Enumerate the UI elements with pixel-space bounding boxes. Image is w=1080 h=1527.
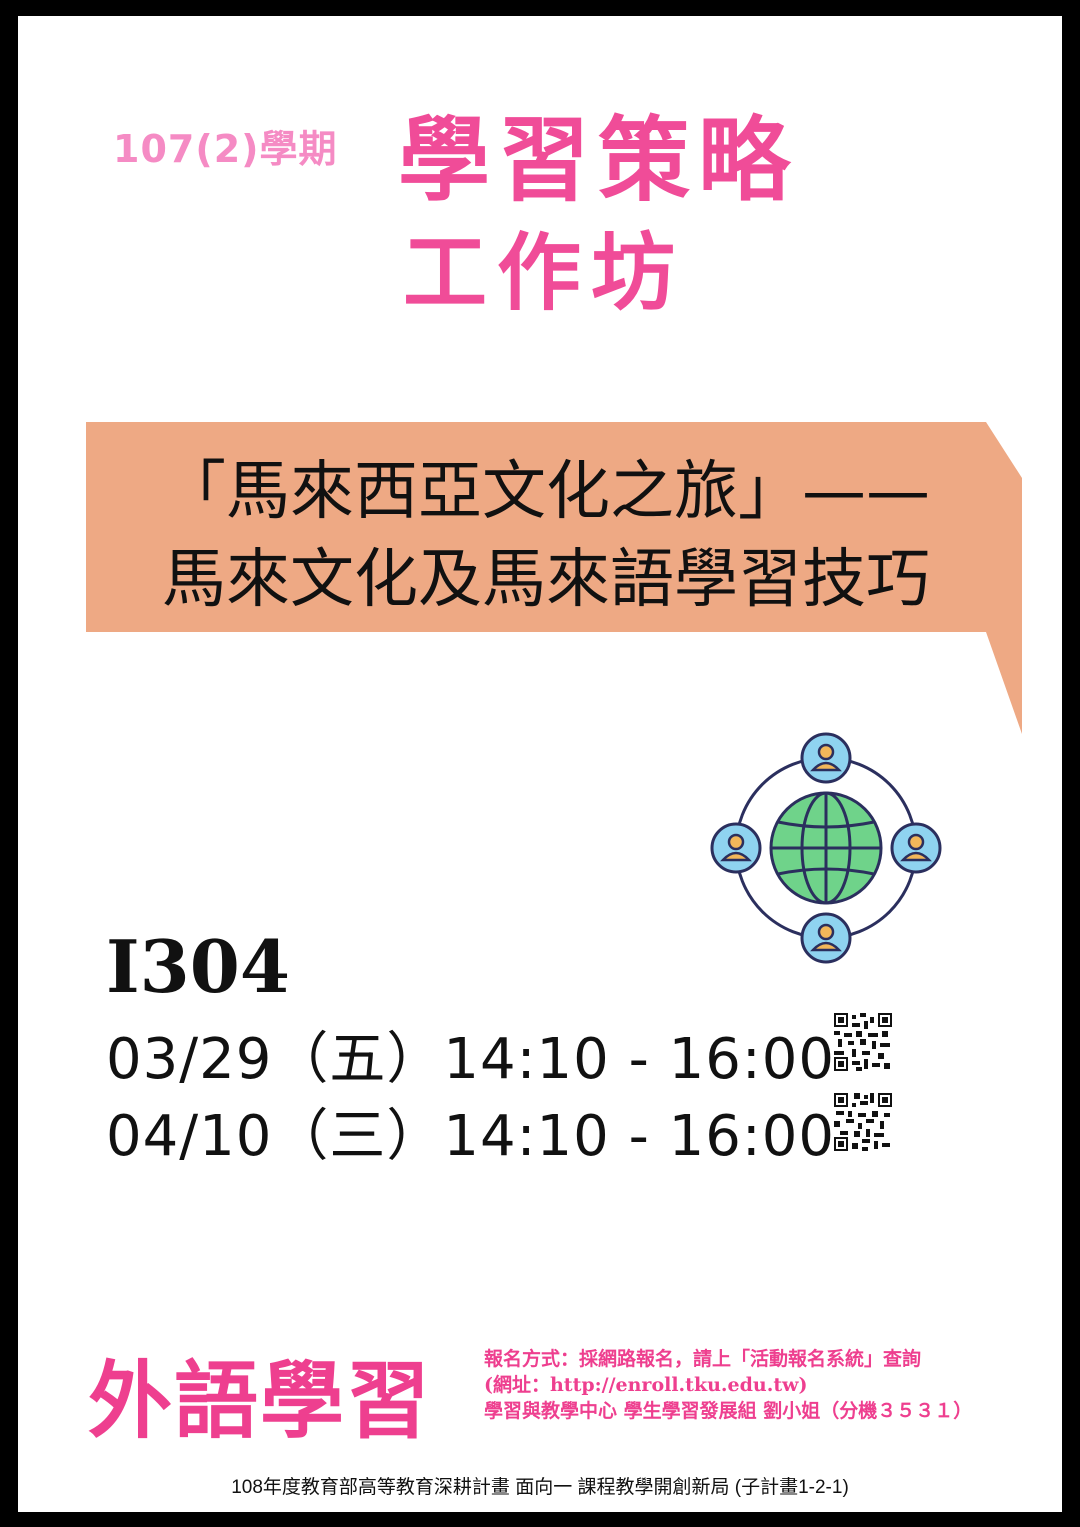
qr-code-icon[interactable] (834, 1093, 892, 1151)
banner-text: 「馬來西亞文化之旅」—— 馬來文化及馬來語學習技巧 (86, 448, 1006, 624)
footer-note: 108年度教育部高等教育深耕計畫 面向一 課程教學開創新局 (子計畫1-2-1) (231, 1477, 849, 1498)
session-1: 03/29（五）14:10 - 16:00 (106, 1027, 835, 1092)
title-line-1: 學習策略 (398, 107, 799, 214)
poster: 107(2)學期 學習策略 工作坊 「馬來西亞文化之旅」—— 馬來文化及馬來語學… (18, 16, 1062, 1512)
title-line-2: 工作坊 (403, 224, 686, 322)
semester-label: 107(2)學期 (113, 127, 338, 171)
speech-banner-shape (86, 422, 1022, 734)
registration-line-1: 報名方式：採網路報名，請上「活動報名系統」查詢 (484, 1348, 922, 1370)
registration-contact: 學習與教學中心 學生學習發展組 劉小姐（分機３５３１） (484, 1400, 973, 1422)
brand-title: 外語學習 (88, 1352, 433, 1450)
room-number: I304 (106, 924, 290, 1009)
banner-line-2: 馬來文化及馬來語學習技巧 (162, 543, 930, 617)
globe-network-icon (710, 732, 942, 964)
registration-info: 報名方式：採網路報名，請上「活動報名系統」查詢 (網址：http://enrol… (484, 1346, 972, 1424)
banner-line-1: 「馬來西亞文化之旅」—— (162, 455, 930, 529)
qr-code-icon[interactable] (834, 1013, 892, 1071)
session-2: 04/10（三）14:10 - 16:00 (106, 1104, 835, 1169)
registration-url[interactable]: (網址：http://enroll.tku.edu.tw) (484, 1374, 808, 1396)
